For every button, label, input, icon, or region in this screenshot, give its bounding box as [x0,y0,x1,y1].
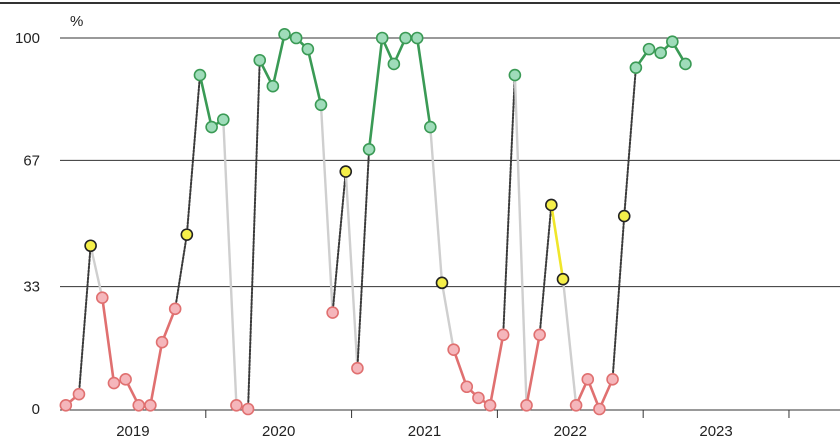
x-tick-label: 2022 [554,423,587,440]
data-point [253,53,267,67]
data-point [132,398,146,412]
data-point [72,387,86,401]
series-segment [344,170,359,370]
x-tick-label: 2023 [699,423,732,440]
data-point [496,328,510,342]
data-point [241,402,255,416]
data-point [387,57,401,71]
data-point [144,398,157,412]
data-point [351,361,364,375]
x-tick-label: 2021 [408,423,441,440]
data-point [95,291,109,305]
series-segment [198,73,213,129]
data-point [314,98,328,112]
data-point [593,402,606,416]
data-point [410,31,424,45]
data-point [180,228,194,241]
data-point [301,42,315,56]
series-segment [356,148,371,370]
data-point [447,343,460,356]
data-point [266,79,280,93]
x-tick-label: 2020 [262,423,295,440]
y-axis: 0 33 67 100 [15,30,40,418]
data-point [642,42,656,56]
series-segment [415,36,432,129]
series-segment [331,170,347,314]
data-point [119,373,132,386]
data-point [679,57,692,71]
series-segment [100,296,116,385]
series-segment [538,203,553,336]
series-markers [59,27,692,416]
data-point [326,306,339,319]
data-point [654,46,667,60]
series-segment [174,233,188,310]
series-segment [319,103,334,314]
x-axis: 2019 2020 2021 2022 2023 [60,409,840,440]
grid-lines [60,37,840,288]
data-point [278,27,291,41]
data-point [617,209,631,223]
data-point [435,276,449,290]
series-segment [513,73,528,407]
data-point [533,328,546,342]
series-lines [64,32,687,411]
data-point [375,31,389,45]
data-point [289,31,303,45]
data-point [472,391,485,405]
data-point [84,239,97,253]
data-point [520,398,533,412]
data-point [205,120,218,134]
data-point [508,68,522,82]
y-tick-label: 33 [23,279,40,296]
data-point [581,373,595,386]
data-point [606,373,619,386]
series-segment [611,215,626,381]
data-point [666,35,679,49]
data-point [569,398,583,412]
series-segment [247,59,261,410]
data-point [629,61,643,74]
data-point [230,398,243,412]
data-point [483,398,497,412]
data-point [362,143,376,156]
series-segment [440,281,455,351]
y-tick-label: 100 [15,30,40,47]
series-segment [623,66,637,218]
y-tick-label: 0 [32,401,40,418]
series-segment [222,118,238,407]
series-segment [77,244,92,396]
series-segment [89,244,104,299]
data-point [168,302,182,316]
data-point [339,165,353,178]
data-point [545,198,558,212]
series-segment [502,74,516,336]
series-segment [271,32,286,88]
data-point [59,398,73,412]
y-unit-label: % [70,13,83,30]
y-tick-label: 67 [23,152,40,169]
series-segment [306,47,323,107]
data-point [155,335,169,349]
x-tick-label: 2019 [116,423,149,440]
series-segment [525,333,541,407]
series-segment [550,203,565,281]
data-point [399,31,412,45]
data-point [424,120,437,134]
series-segment [429,125,444,285]
series-segment [452,348,469,389]
data-point [460,380,474,394]
series-segment [185,74,201,236]
data-point [216,113,230,126]
data-point [556,272,570,286]
series-segment [367,36,384,151]
series-segment [488,333,505,407]
data-point [193,68,207,82]
series-segment [149,340,164,407]
series-segment [561,277,578,407]
data-point [107,376,121,390]
